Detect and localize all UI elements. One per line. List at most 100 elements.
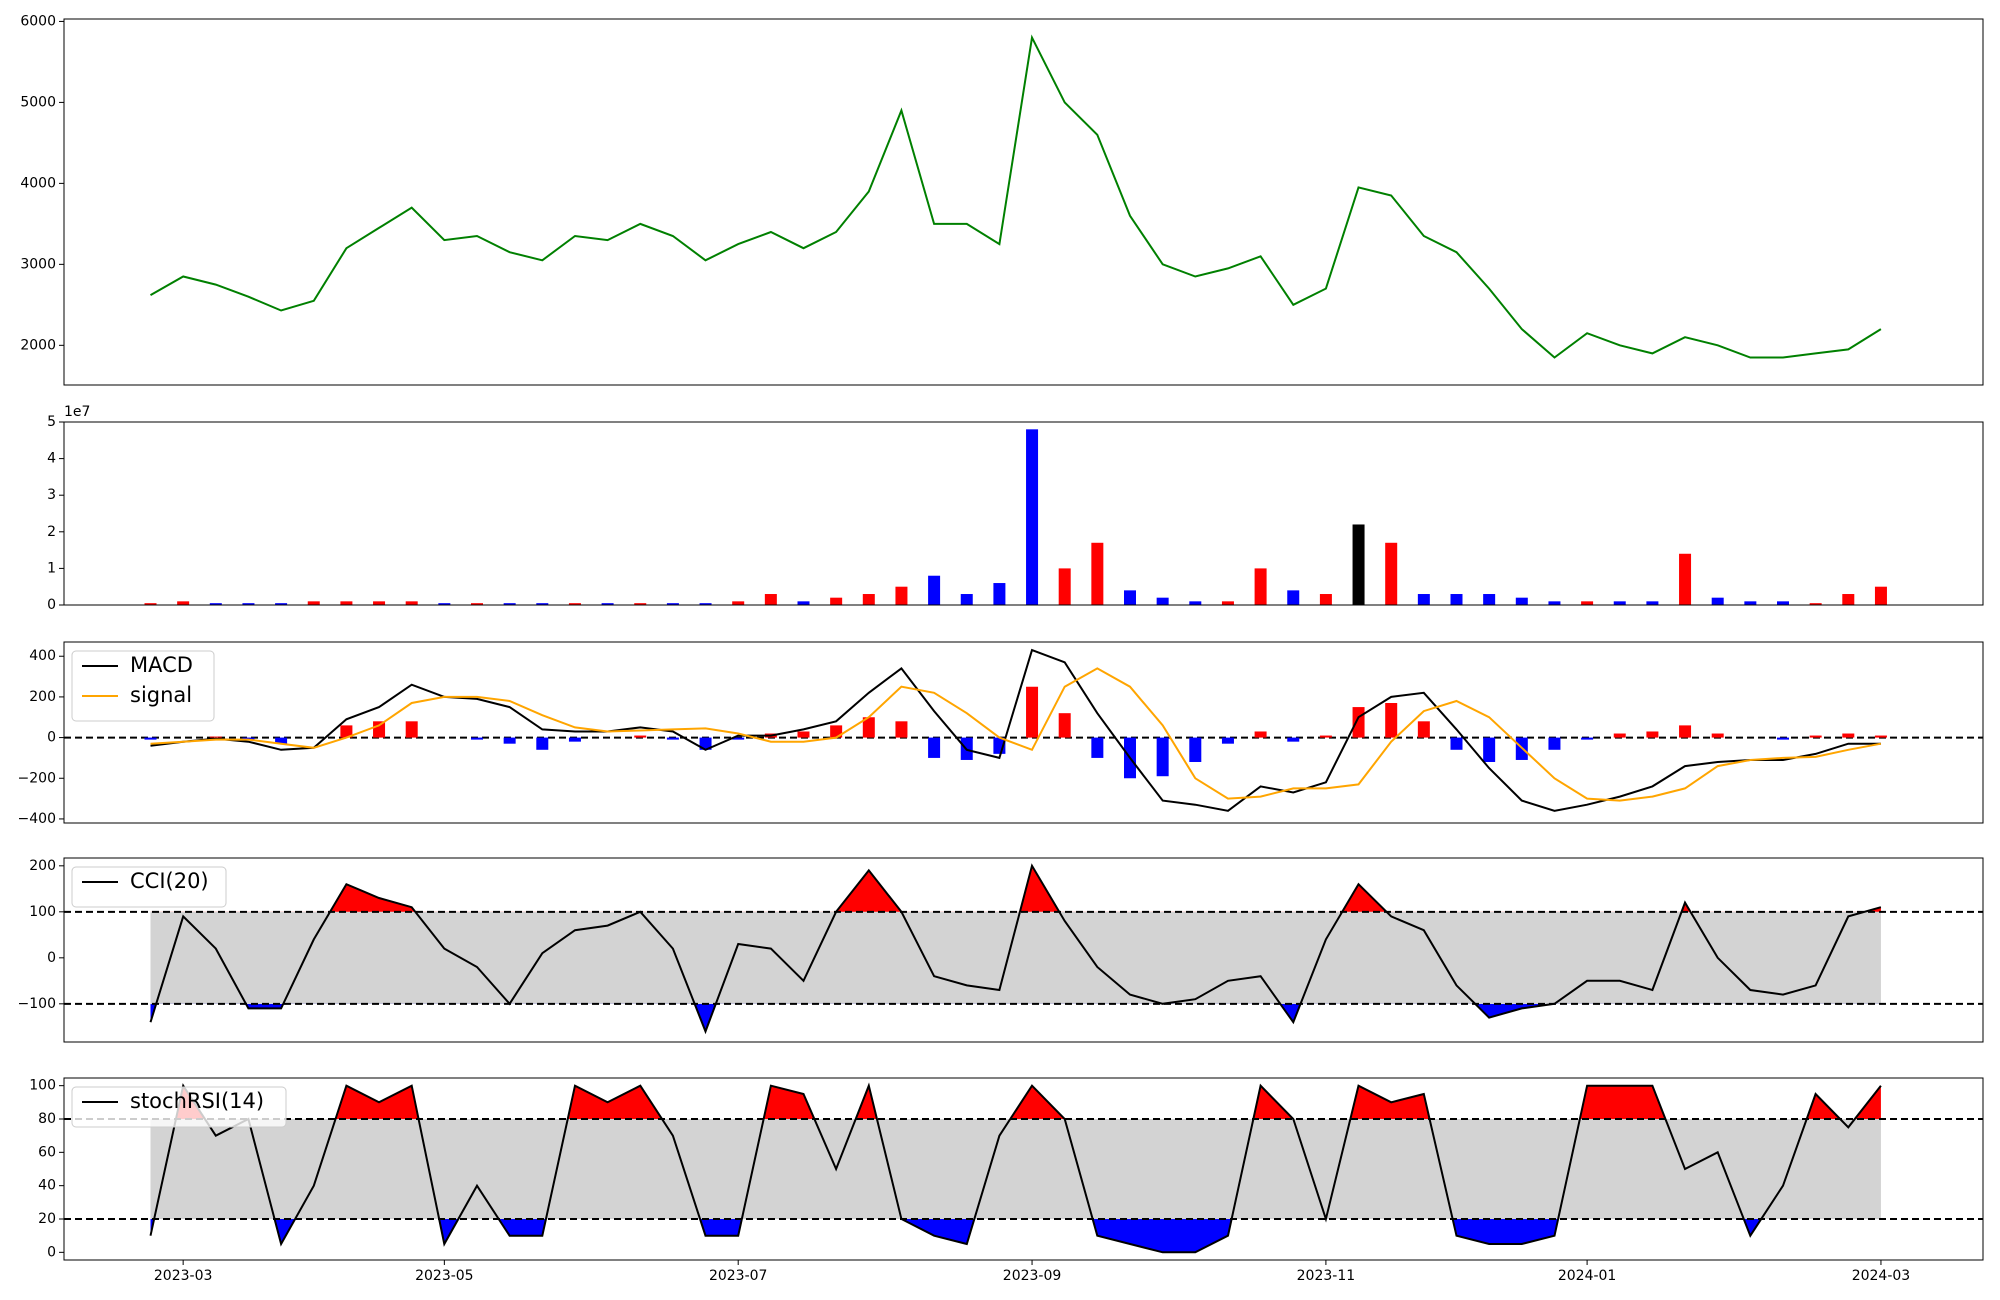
legend-label: MACD — [130, 653, 193, 677]
histogram-bar — [1221, 737, 1234, 744]
legend: CCI(20) — [71, 866, 227, 908]
volume-bar — [960, 594, 973, 605]
y-tick-label: 3000 — [20, 256, 56, 272]
volume-bar — [1254, 568, 1267, 605]
y-tick-label: 400 — [29, 648, 56, 664]
volume-bar — [1581, 601, 1594, 605]
volume-bar — [1124, 590, 1136, 605]
histogram-bar — [1711, 733, 1724, 738]
volume-bar — [699, 603, 712, 605]
x-tick-label: 2023-03 — [154, 1268, 213, 1284]
histogram-bar — [275, 737, 288, 744]
histogram-bar — [732, 737, 745, 740]
volume-bar — [242, 603, 255, 605]
axes-frame — [63, 1077, 1984, 1261]
volume-bar — [634, 603, 647, 605]
legend-box — [71, 1086, 287, 1128]
histogram-bar — [1091, 737, 1104, 758]
y-tick-label: 4000 — [20, 175, 56, 191]
volume-bar — [993, 583, 1006, 605]
legend-label: stochRSI(14) — [130, 1089, 264, 1113]
y-tick-label: 4 — [47, 451, 56, 467]
histogram-bar — [471, 737, 483, 740]
y-tick-label: 5000 — [20, 94, 56, 110]
histogram-bar — [536, 737, 549, 750]
y-tick-label: 0 — [47, 1244, 56, 1260]
histogram-bar — [928, 737, 941, 758]
legend-label: signal — [130, 683, 192, 707]
y-tick-label: 20 — [38, 1211, 56, 1227]
histogram-bar — [699, 737, 712, 750]
series-line — [150, 667, 1882, 802]
legend: stochRSI(14) — [71, 1086, 287, 1128]
volume-bar — [1548, 601, 1561, 605]
volume-bar — [1711, 597, 1724, 605]
offset-label: 1e7 — [64, 404, 90, 420]
series-line — [150, 648, 1881, 812]
histogram-bar — [1189, 737, 1202, 762]
volume-bar — [275, 603, 288, 605]
histogram-bar — [862, 717, 875, 738]
overbought-fill — [150, 1085, 1881, 1119]
histogram-bar — [1254, 731, 1267, 738]
x-tick-label: 2023-05 — [415, 1268, 474, 1284]
axes-frame — [63, 857, 1984, 1043]
y-tick-label: −200 — [18, 770, 56, 786]
volume-bar — [1646, 601, 1659, 605]
y-tick-label: 1 — [47, 560, 56, 576]
volume-bar — [862, 594, 875, 605]
volume-bar — [177, 601, 190, 605]
histogram-bar — [1058, 713, 1071, 738]
histogram-bar — [1417, 721, 1430, 738]
histogram-bar — [340, 725, 353, 738]
histogram-bar — [1352, 707, 1365, 738]
volume-bar — [1156, 597, 1169, 605]
volume-bar — [1809, 603, 1822, 605]
volume-bar — [1483, 594, 1496, 605]
histogram-bar — [503, 737, 516, 744]
legend: MACD signal — [71, 650, 215, 722]
volume-bar — [1287, 590, 1300, 605]
volume-bar — [1613, 601, 1626, 605]
histogram-bar — [1613, 733, 1626, 738]
histogram-bar — [144, 737, 157, 740]
y-tick-label: 0 — [47, 950, 56, 966]
volume-bar — [666, 603, 679, 605]
y-tick-label: 100 — [29, 1078, 56, 1094]
y-tick-label: −100 — [18, 996, 56, 1012]
y-tick-label: 40 — [38, 1178, 56, 1194]
y-tick-label: 3 — [47, 487, 56, 503]
x-tick-label: 2023-07 — [709, 1268, 768, 1284]
volume-bar — [895, 586, 908, 605]
volume-bar — [1026, 429, 1039, 605]
volume-bar — [373, 601, 386, 605]
oversold-fill — [150, 1219, 1881, 1253]
y-tick-label: 60 — [38, 1144, 56, 1160]
series-line — [149, 863, 1882, 1035]
histogram-bar — [666, 737, 679, 740]
volume-bar — [144, 603, 157, 605]
volume-bar — [1842, 594, 1855, 605]
volume-bar — [1189, 601, 1202, 605]
volume-bar — [1091, 542, 1104, 605]
axes-frame — [63, 18, 1984, 386]
volume-bar — [928, 575, 941, 605]
y-tick-label: −400 — [18, 811, 56, 827]
volume-bar — [1221, 601, 1234, 605]
y-tick-label: 2 — [47, 524, 56, 540]
y-tick-label: 0 — [47, 597, 56, 613]
volume-bar — [471, 603, 483, 605]
histogram-bar — [1385, 703, 1398, 738]
histogram-bar — [1156, 737, 1169, 777]
series-line — [149, 1082, 1882, 1254]
x-tick-label: 2023-09 — [1003, 1268, 1062, 1284]
volume-bar — [1385, 542, 1398, 605]
histogram-bar — [1842, 733, 1855, 738]
volume-bar — [1515, 597, 1528, 605]
legend-box — [71, 650, 215, 722]
volume-bar — [438, 603, 451, 605]
histogram-bar — [1026, 686, 1039, 738]
legend-label: CCI(20) — [130, 869, 209, 893]
volume-bar — [209, 603, 222, 605]
